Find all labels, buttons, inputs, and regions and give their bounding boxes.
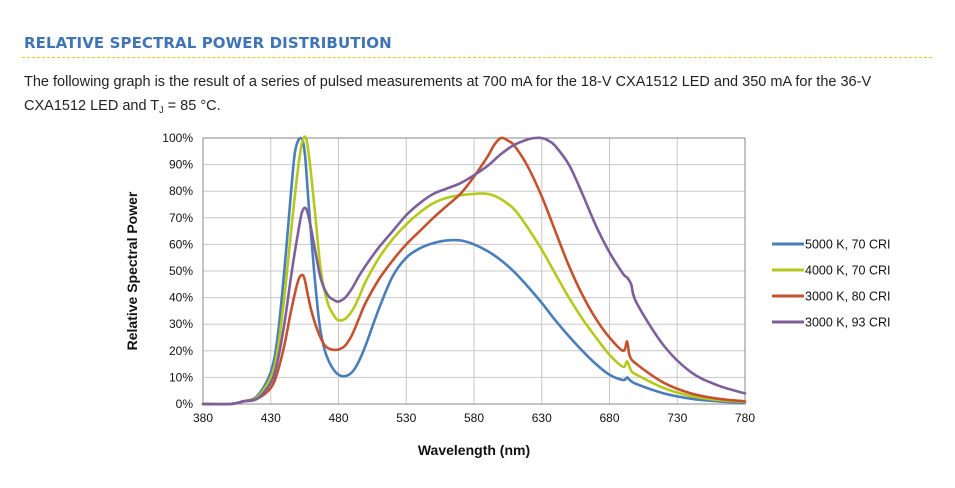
y-tick-label: 0% <box>176 397 194 411</box>
y-tick-label: 90% <box>169 158 193 172</box>
axis-ticks: 0% 10% 20% 30% 40% 50% 60% 70% 80% 90% 100% 380 430 4… <box>162 131 755 425</box>
y-tick-label: 30% <box>169 317 193 331</box>
legend-label: 4000 K, 70 CRI <box>805 264 890 278</box>
y-tick-label: 70% <box>169 211 193 225</box>
y-tick-label: 60% <box>169 237 193 251</box>
description-text-end: = 85 °C. <box>163 98 221 114</box>
description-text: The following graph is the result of a s… <box>24 74 872 114</box>
legend-label: 5000 K, 70 CRI <box>805 238 890 252</box>
y-tick-label: 20% <box>169 344 193 358</box>
x-tick-label: 680 <box>599 411 619 425</box>
y-tick-label: 80% <box>169 184 193 198</box>
x-tick-label: 380 <box>193 411 213 425</box>
series-lines <box>201 135 747 406</box>
x-tick-label: 480 <box>328 411 348 425</box>
chart-legend: 5000 K, 70 CRI 4000 K, 70 CRI 3000 K, 80 C… <box>772 238 890 330</box>
y-tick-label: 50% <box>169 264 193 278</box>
x-tick-label: 580 <box>464 411 484 425</box>
series-line-2 <box>201 135 747 406</box>
legend-label: 3000 K, 93 CRI <box>805 316 890 330</box>
y-tick-label: 10% <box>169 370 193 384</box>
y-tick-label: 100% <box>162 131 193 145</box>
x-tick-label: 430 <box>261 411 281 425</box>
series-line-3 <box>201 136 747 406</box>
x-axis-title: Wavelength (nm) <box>418 442 530 458</box>
x-tick-label: 530 <box>396 411 416 425</box>
x-tick-label: 730 <box>667 411 687 425</box>
plot-area <box>202 137 746 405</box>
section-heading: RELATIVE SPECTRAL POWER DISTRIBUTION <box>24 34 392 52</box>
heading-divider <box>22 57 932 58</box>
legend-label: 3000 K, 80 CRI <box>805 290 890 304</box>
y-axis-title: Relative Spectral Power <box>124 191 140 350</box>
x-tick-label: 780 <box>735 411 755 425</box>
description-paragraph: The following graph is the result of a s… <box>24 70 934 122</box>
junction-subscript: J <box>159 105 164 115</box>
series-line-4 <box>201 136 747 406</box>
series-line-1 <box>201 136 747 406</box>
x-tick-label: 630 <box>532 411 552 425</box>
y-tick-label: 40% <box>169 291 193 305</box>
